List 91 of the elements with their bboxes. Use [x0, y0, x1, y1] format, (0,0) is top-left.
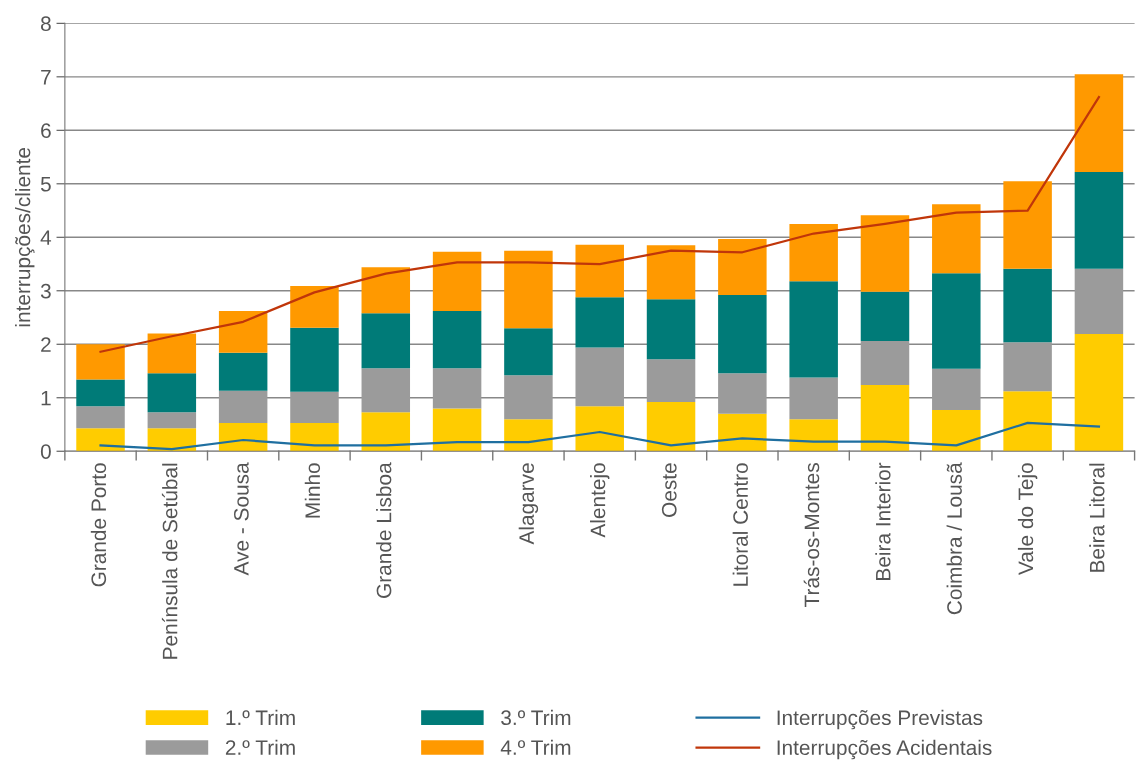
bar [1003, 268, 1052, 343]
bar [718, 238, 767, 296]
bar [504, 328, 553, 376]
bar [646, 359, 696, 403]
bar [361, 313, 411, 369]
bar [860, 384, 910, 452]
bar [860, 341, 910, 385]
x-tick-label: Beira Litoral [1089, 463, 1105, 572]
bar [932, 368, 981, 411]
bar [1074, 268, 1124, 335]
x-tick-label: Alagarve [518, 463, 539, 545]
legend-label: Interrupções Previstas [777, 709, 983, 730]
line-series [99, 96, 1101, 353]
bar [432, 408, 482, 452]
y-tick-label: 0 [40, 444, 51, 459]
y-tick-label: 2 [41, 337, 51, 352]
x-tick-label: Coimbra / Lousã [946, 462, 962, 615]
bar [718, 295, 767, 374]
bar [218, 352, 268, 391]
x-tick-label: Minho [304, 463, 321, 518]
y-tick-label: 5 [40, 177, 51, 192]
bar [860, 291, 910, 342]
bar [432, 251, 482, 312]
x-tick-label: Ave - Sousa [233, 462, 249, 576]
bar [646, 402, 696, 452]
bar [575, 297, 624, 348]
bar [76, 344, 125, 380]
bar [290, 327, 339, 392]
bar [290, 391, 339, 423]
bar [76, 406, 125, 429]
x-tick-label: Oeste [661, 463, 677, 517]
bar [218, 390, 268, 423]
bar [147, 373, 197, 413]
x-tick-label: Península de Setúbal [161, 463, 178, 659]
bar [432, 368, 482, 409]
bar [147, 333, 197, 374]
bar [789, 223, 838, 282]
bar [1074, 334, 1124, 452]
bar [718, 413, 767, 452]
x-tick-label: Trás-os-Montes [803, 463, 820, 607]
bar [718, 373, 767, 414]
bar [218, 422, 268, 452]
x-tick-label: Vale do Tejo [1017, 463, 1038, 576]
legend-label: 1.º Trim [226, 709, 295, 725]
line-series [99, 421, 1101, 451]
bar [1003, 181, 1052, 269]
bar [290, 285, 339, 328]
bar [361, 267, 411, 314]
bar [789, 281, 838, 378]
y-tick-label: 6 [41, 123, 51, 139]
legend-label: 3.º Trim [501, 709, 571, 726]
bar [147, 412, 197, 429]
x-tick-label: Grande Lisboa [376, 462, 392, 598]
bar [504, 250, 553, 329]
bar [76, 379, 125, 407]
bar [361, 368, 411, 413]
bar [290, 422, 339, 452]
bar [504, 375, 553, 420]
bar [432, 311, 482, 369]
bar [575, 244, 624, 298]
bar [860, 215, 910, 292]
bar [646, 299, 696, 360]
legend-label: 2.º Trim [225, 739, 295, 755]
y-tick-label: 4 [40, 230, 52, 245]
bar [1074, 74, 1124, 173]
bar [575, 347, 624, 407]
y-tick-label: 3 [40, 283, 51, 299]
y-axis-title: interrupções/cliente [15, 147, 35, 327]
bar [789, 377, 838, 420]
bar [1074, 172, 1124, 269]
x-tick-label: Litoral Centro [732, 463, 748, 586]
bar [76, 428, 125, 452]
bar [789, 419, 838, 452]
bar [646, 245, 696, 300]
y-tick-label: 8 [40, 16, 51, 32]
x-tick-label: Grande Porto [90, 463, 107, 587]
x-tick-label: Beira Interior [875, 462, 891, 580]
legend-label: Interrupções Acidentais [777, 739, 992, 760]
bar [1003, 391, 1052, 452]
bar [1003, 342, 1052, 392]
y-tick-label: 1 [41, 390, 51, 406]
bar [575, 406, 624, 452]
bar [932, 410, 981, 452]
bar [932, 204, 981, 274]
bar [932, 273, 981, 369]
bar [218, 311, 268, 353]
bar [504, 419, 553, 452]
y-tick-label: 7 [41, 70, 51, 85]
bar [361, 412, 411, 452]
legend-label: 4.º Trim [500, 739, 571, 755]
x-tick-label: Alentejo [590, 463, 610, 538]
